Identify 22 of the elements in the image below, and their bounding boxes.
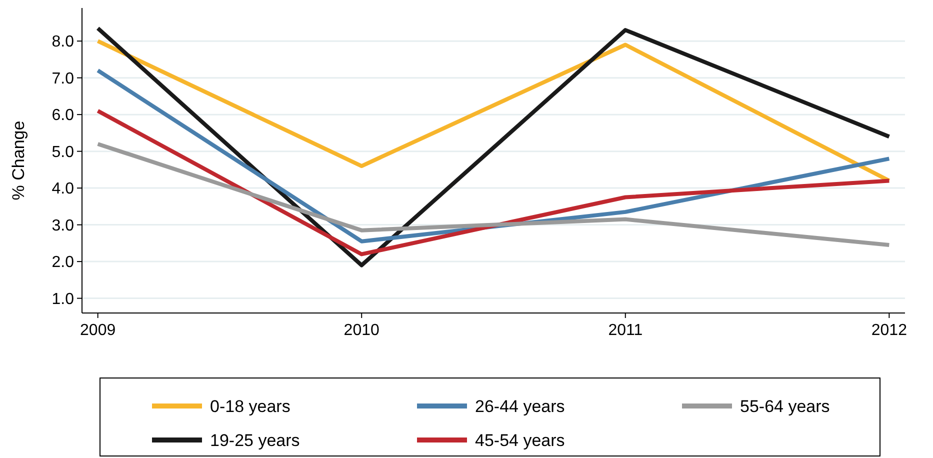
legend-label: 45-54 years [475, 430, 565, 450]
line-series [96, 39, 892, 183]
y-tick-label: 7.0 [52, 70, 74, 88]
line-series [96, 26, 892, 268]
x-tick-label: 2012 [871, 322, 908, 339]
x-tick-label: 2011 [608, 322, 643, 339]
y-tick-label: 2.0 [52, 254, 74, 272]
y-tick-label: 4.0 [52, 180, 74, 198]
legend-label: 0-18 years [210, 396, 290, 416]
y-tick-label: 1.0 [52, 290, 74, 308]
line-series [96, 142, 892, 248]
legend-label: 19-25 years [210, 430, 300, 450]
y-tick-label: 6.0 [52, 107, 74, 124]
x-tick-label: 2010 [344, 322, 380, 339]
legend-label: 26-44 years [475, 396, 565, 416]
x-tick-label: 2009 [80, 322, 116, 339]
y-tick-label: 5.0 [52, 144, 74, 161]
legend-label: 55-64 years [740, 396, 830, 416]
line-series [96, 108, 892, 256]
y-tick-label: 8.0 [52, 34, 74, 51]
y-axis-title: % Change [9, 120, 28, 200]
y-tick-label: 3.0 [52, 217, 74, 234]
